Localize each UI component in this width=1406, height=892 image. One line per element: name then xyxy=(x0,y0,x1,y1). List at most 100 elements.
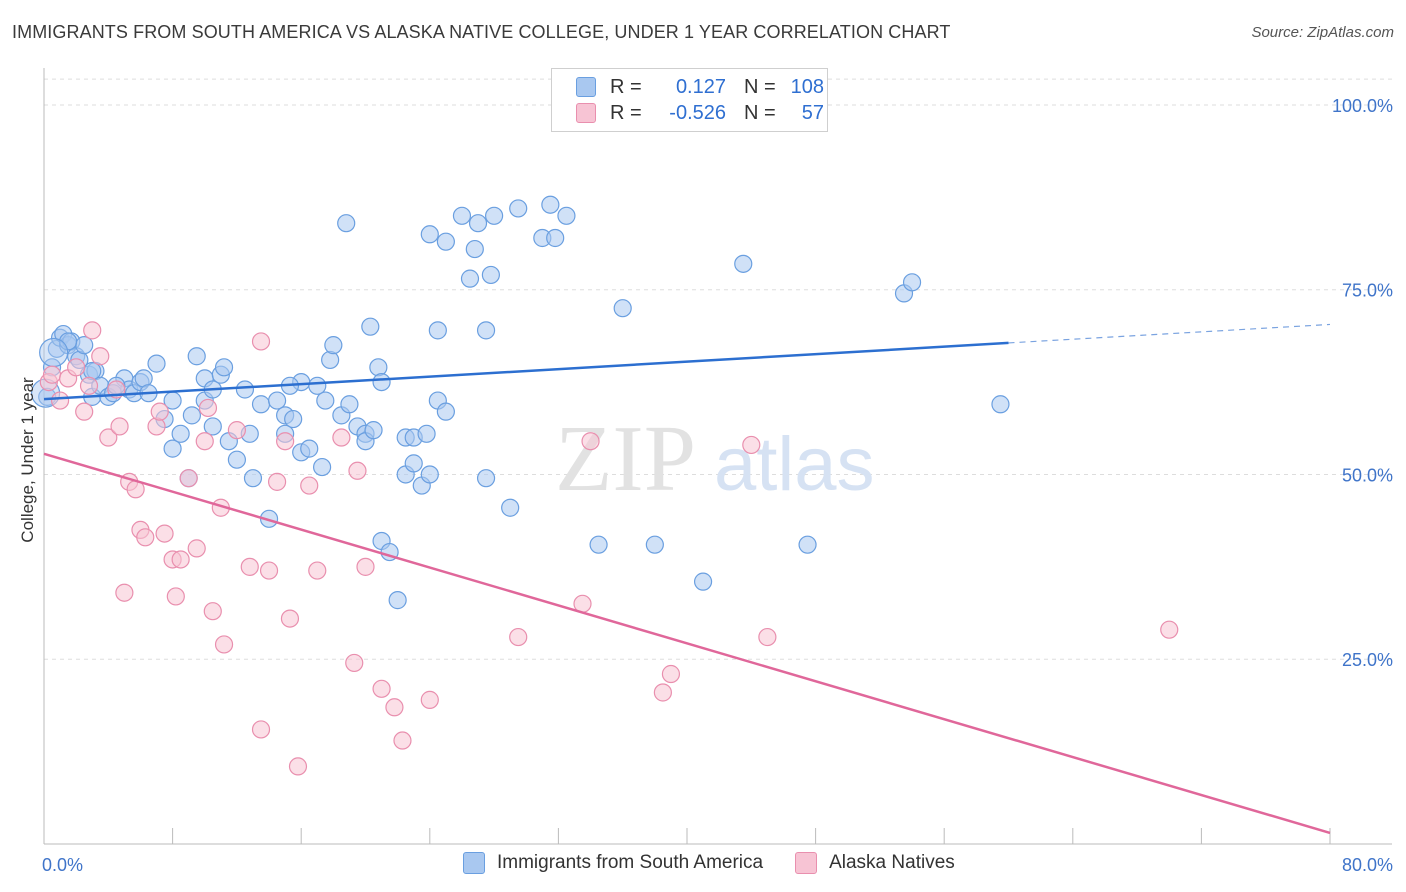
immigrants-point xyxy=(476,321,496,340)
trend-lines xyxy=(43,323,1331,835)
immigrants-point xyxy=(39,337,69,368)
immigrants-point xyxy=(227,450,246,469)
alaska-point xyxy=(214,635,234,654)
y-tick-label: 25.0% xyxy=(1342,650,1393,670)
immigrants-point xyxy=(417,424,436,443)
alaska-point xyxy=(251,720,271,739)
immigrants-point xyxy=(361,317,380,336)
alaska-point xyxy=(171,550,190,569)
immigrants-point xyxy=(452,206,472,225)
immigrants-point xyxy=(388,591,407,610)
immigrants-point xyxy=(436,402,455,421)
immigrants-point xyxy=(481,265,500,285)
alaska-point xyxy=(147,417,166,436)
alaska-point xyxy=(75,402,94,421)
y-tick-label: 75.0% xyxy=(1342,281,1393,301)
alaska-point xyxy=(742,435,761,455)
immigrants-point xyxy=(171,424,190,443)
y-axis-label: College, Under 1 year xyxy=(18,377,37,543)
series-legend-immigrants[interactable]: Immigrants from South America xyxy=(463,852,763,874)
alaska-point xyxy=(653,683,672,702)
immigrants-point xyxy=(59,332,78,351)
immigrants-point xyxy=(476,469,496,488)
legend-swatch-immigrants xyxy=(576,77,596,97)
alaska-point xyxy=(79,376,99,395)
immigrants-point xyxy=(235,380,255,399)
alaska-point xyxy=(195,432,214,451)
immigrants-point xyxy=(182,406,201,425)
alaska-point xyxy=(372,679,391,698)
alaska-point xyxy=(300,476,319,495)
y-tick-labels: 25.0% 50.0% 75.0% 100.0% xyxy=(1332,96,1393,670)
legend-n-value: 108 xyxy=(790,75,824,98)
legend-n-label: N = xyxy=(744,75,776,98)
immigrants-trend-line xyxy=(43,341,1009,401)
immigrants-point xyxy=(420,465,439,484)
alaska-point xyxy=(50,391,70,410)
alaska-point xyxy=(332,428,351,447)
watermark-zip: ZIP xyxy=(555,407,696,511)
alaska-point xyxy=(136,528,155,547)
alaska-point xyxy=(150,402,169,421)
alaska-point xyxy=(227,421,246,440)
alaska-point xyxy=(67,358,86,377)
legend-n-label: N = xyxy=(744,101,776,124)
alaska-point xyxy=(99,428,118,447)
immigrants-point xyxy=(798,535,817,554)
alaska-point xyxy=(308,561,327,580)
series-alaska-points xyxy=(39,321,1179,776)
alaska-point xyxy=(83,321,102,340)
immigrants-point xyxy=(284,409,303,429)
immigrants-point xyxy=(147,354,166,373)
alaska-point xyxy=(240,557,259,576)
immigrants-point xyxy=(300,439,319,458)
immigrants-point xyxy=(902,273,922,292)
alaska-point xyxy=(267,472,287,491)
legend-row-immigrants: R = 0.127 N = 108 xyxy=(576,75,824,99)
alaska-point xyxy=(198,398,218,418)
y-tick-label: 50.0% xyxy=(1342,465,1393,485)
alaska-point xyxy=(179,469,198,488)
series-legend-label: Alaska Natives xyxy=(829,852,955,873)
legend-swatch-immigrants xyxy=(463,852,485,874)
immigrants-point xyxy=(465,239,484,259)
legend-r-label: R = xyxy=(610,101,642,124)
immigrants-point xyxy=(340,395,359,414)
legend-swatch-alaska xyxy=(576,103,596,123)
immigrants-point xyxy=(557,206,576,225)
alaska-point xyxy=(1160,620,1179,639)
immigrants-point xyxy=(991,395,1010,414)
x-tick-label: 80.0% xyxy=(1342,855,1393,875)
alaska-point xyxy=(385,698,404,717)
alaska-point xyxy=(393,731,412,750)
immigrants-point xyxy=(485,206,504,225)
immigrants-point xyxy=(372,372,391,392)
alaska-point xyxy=(356,557,375,576)
immigrants-point xyxy=(312,457,332,477)
alaska-point xyxy=(259,561,279,580)
immigrants-point xyxy=(420,225,439,244)
immigrants-point xyxy=(541,195,560,214)
immigrants-point xyxy=(645,535,664,554)
immigrants-point xyxy=(316,391,335,410)
alaska-point xyxy=(288,757,308,776)
alaska-point xyxy=(251,332,271,351)
legend-r-label: R = xyxy=(610,75,642,98)
watermark-atlas: atlas xyxy=(714,422,875,507)
x-tick-label: 0.0% xyxy=(42,855,83,875)
immigrants-point xyxy=(589,535,608,554)
immigrants-point xyxy=(734,254,753,273)
alaska-point xyxy=(203,602,222,621)
alaska-point xyxy=(420,690,439,709)
alaska-point xyxy=(345,653,364,673)
immigrants-trend-extension xyxy=(1008,323,1331,344)
immigrants-point xyxy=(509,199,528,218)
alaska-point xyxy=(91,347,110,366)
alaska-point xyxy=(509,627,528,647)
series-legend-alaska[interactable]: Alaska Natives xyxy=(795,852,955,874)
y-tick-label: 100.0% xyxy=(1332,96,1393,116)
immigrants-point xyxy=(428,321,447,340)
legend-row-alaska: R = -0.526 N = 57 xyxy=(576,101,824,125)
immigrants-point xyxy=(693,572,713,591)
